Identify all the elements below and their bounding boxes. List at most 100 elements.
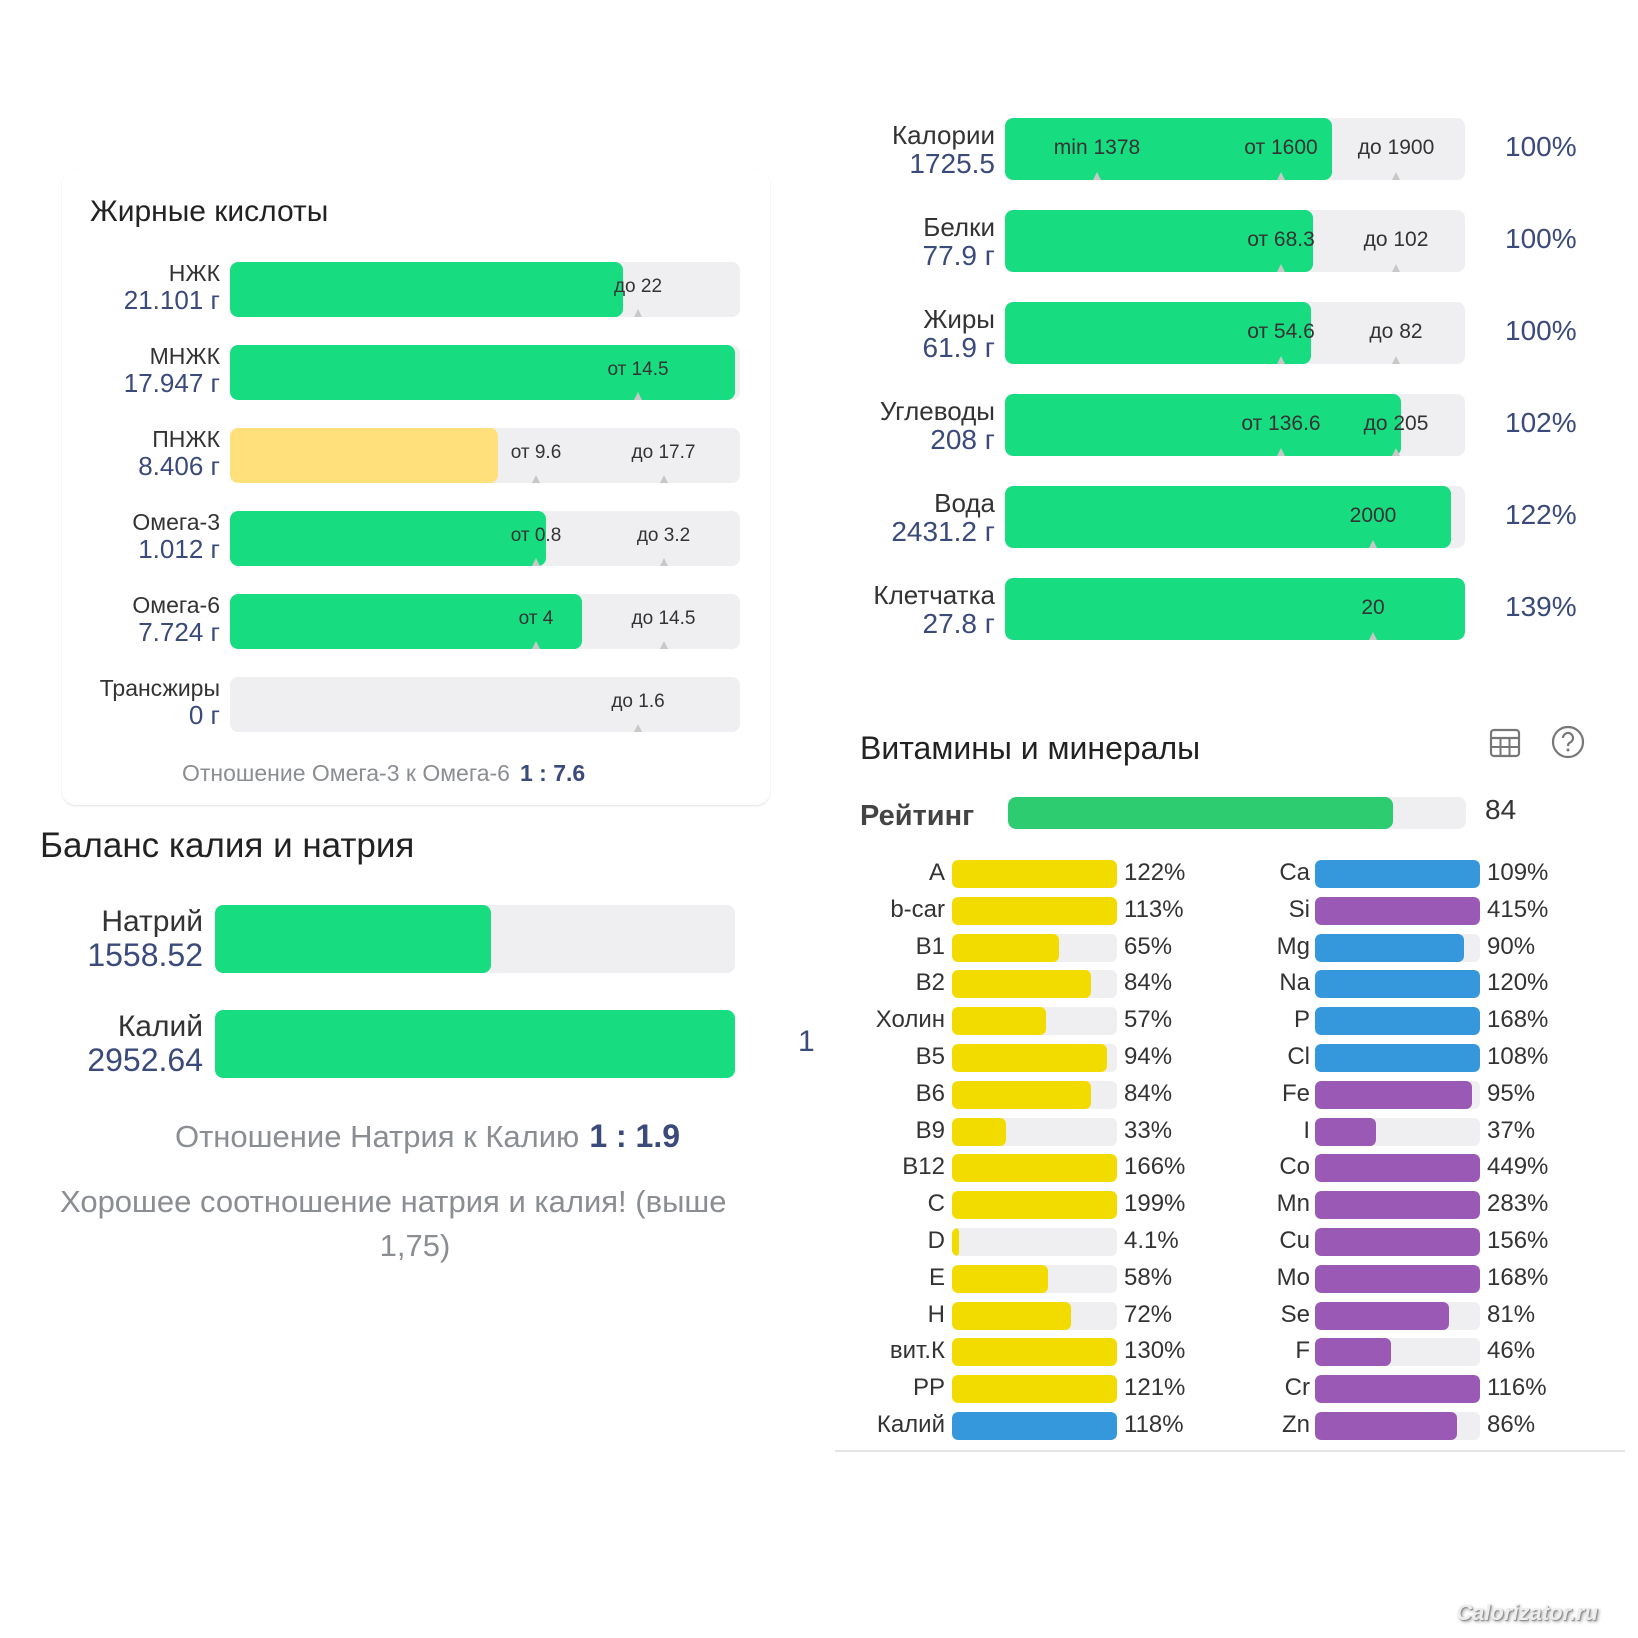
range-tick: [659, 641, 668, 649]
minerals-bar-fill: [1315, 1154, 1480, 1183]
vitamins-bar-fill: [952, 1228, 959, 1256]
fatty-acid-bar: от 9.6 до 17.7: [230, 428, 740, 483]
fatty-acid-label: НЖК 21.101 г: [60, 262, 220, 314]
macro-percent: 122%: [1505, 499, 1577, 530]
macro-bar: 2000: [1005, 486, 1465, 548]
macro-label: Жиры 61.9 г: [830, 306, 996, 362]
range-mark-label: от 0.8: [510, 525, 562, 546]
fatty-acid-value: 7.724 г: [138, 617, 220, 647]
vitamins-percent: 94%: [1124, 1043, 1173, 1070]
macro-value: 77.9 г: [922, 240, 996, 271]
macro-value: 2431.2 г: [891, 516, 995, 547]
minerals-percent: 81%: [1487, 1300, 1536, 1328]
range-tick: [1392, 356, 1400, 364]
vitamins-bar: [952, 1007, 1117, 1036]
minerals-bar: [1315, 1191, 1480, 1220]
minerals-bar-fill: [1315, 1080, 1472, 1109]
macro-percent: 100%: [1505, 315, 1577, 346]
range-mark-label: от 4: [518, 608, 554, 629]
balance-bar: [215, 1010, 735, 1078]
minerals-percent: 95%: [1487, 1079, 1536, 1107]
minerals-name: Zn: [1281, 1411, 1310, 1438]
sodium-potassium-ratio-label: Отношение Натрия к Калию: [175, 1119, 580, 1154]
range-tick: [1277, 172, 1285, 180]
range-tick: [1369, 540, 1377, 548]
range-tick: [1392, 448, 1400, 456]
help-icon[interactable]: [1550, 724, 1585, 759]
vitamins-bar-fill: [952, 1154, 1117, 1183]
minerals-name: P: [1293, 1006, 1310, 1034]
vitamins-bar: [952, 970, 1117, 999]
macro-bar: от 136.6 до 205: [1005, 394, 1465, 456]
minerals-bar-fill: [1315, 1228, 1480, 1256]
vitamins-bar: [952, 1375, 1117, 1404]
vitamins-name: Холин: [875, 1006, 945, 1034]
range-tick: [1277, 448, 1285, 456]
fatty-acid-bar-fill: [230, 428, 498, 483]
range-tick: [1369, 632, 1377, 640]
balance-value: 2952.64: [87, 1042, 203, 1078]
balance-name: Натрий: [101, 905, 203, 938]
vitamins-bar-fill: [952, 860, 1117, 888]
section-divider: [835, 1450, 1625, 1452]
vitamins-bar-fill: [952, 1007, 1047, 1036]
macro-bar: 20: [1005, 578, 1465, 640]
fatty-acid-bar: от 0.8 до 3.2: [230, 511, 740, 566]
macro-label: Вода 2431.2 г: [830, 490, 995, 546]
macro-name: Вода: [934, 488, 995, 518]
fatty-acid-label: МНЖК 17.947 г: [60, 345, 220, 397]
vitamins-name: E: [928, 1263, 945, 1291]
minerals-percent: 168%: [1487, 1263, 1549, 1291]
fatty-acid-bar: до 22: [230, 262, 740, 317]
macro-bar-fill: [1005, 118, 1332, 180]
macro-label: Белки 77.9 г: [830, 214, 996, 271]
minerals-name: F: [1295, 1337, 1310, 1365]
vitamins-name: вит.К: [889, 1337, 945, 1365]
sodium-potassium-ratio: Отношение Натрия к Калию 1 : 1.9: [175, 1118, 680, 1155]
range-mark-label: до 14.5: [631, 608, 696, 629]
minerals-bar: [1315, 933, 1480, 962]
minerals-percent: 120%: [1487, 969, 1549, 997]
vitamins-name: A: [928, 859, 945, 886]
macro-bar: от 54.6 до 82: [1005, 302, 1465, 364]
range-tick: [1392, 172, 1400, 180]
fatty-acids-title: Жирные кислоты: [90, 195, 329, 228]
range-tick: [659, 558, 668, 566]
minerals-percent: 156%: [1487, 1227, 1549, 1254]
minerals-name: Se: [1280, 1300, 1310, 1328]
minerals-bar: [1315, 1154, 1480, 1183]
vitamins-bar: [952, 1338, 1117, 1367]
range-mark-label: min 1378: [1053, 136, 1141, 159]
macro-bar-fill: [1005, 394, 1401, 456]
vitamins-name: B1: [915, 932, 945, 960]
minerals-percent: 116%: [1487, 1374, 1547, 1402]
omega-ratio: Отношение Омега-3 к Омега-6 1 : 7.6: [182, 760, 585, 787]
vitamins-percent: 199%: [1124, 1190, 1186, 1218]
fatty-acid-bar: до 1.6: [230, 677, 740, 732]
minerals-bar: [1315, 860, 1480, 888]
fatty-acid-name: Трансжиры: [99, 675, 220, 701]
fatty-acid-value: 0 г: [188, 700, 220, 730]
minerals-bar: [1315, 1338, 1480, 1367]
minerals-bar: [1315, 1264, 1480, 1293]
minerals-name: Fe: [1281, 1079, 1310, 1107]
vitamins-bar: [952, 1264, 1117, 1293]
fatty-acid-value: 1.012 г: [138, 534, 220, 564]
minerals-bar-fill: [1315, 970, 1480, 999]
balance-label: Калий 2952.64: [40, 1012, 203, 1078]
table-icon[interactable]: [1488, 726, 1522, 760]
vitamins-percent: 118%: [1124, 1411, 1184, 1438]
range-mark-label: до 17.7: [631, 442, 696, 463]
minerals-name: Cr: [1284, 1374, 1310, 1402]
vitamins-percent: 57%: [1124, 1006, 1173, 1034]
vitamins-bar: [952, 896, 1117, 925]
minerals-percent: 109%: [1487, 859, 1549, 886]
fatty-acid-bar-fill: [230, 345, 735, 400]
macro-name: Калории: [891, 120, 995, 150]
minerals-name: Cl: [1287, 1043, 1310, 1070]
rating-bar-fill: [1008, 797, 1393, 829]
minerals-bar: [1315, 1117, 1480, 1146]
fatty-acid-label: Трансжиры 0 г: [60, 675, 220, 730]
vitamins-percent: 72%: [1124, 1300, 1173, 1328]
minerals-bar-fill: [1315, 896, 1480, 925]
